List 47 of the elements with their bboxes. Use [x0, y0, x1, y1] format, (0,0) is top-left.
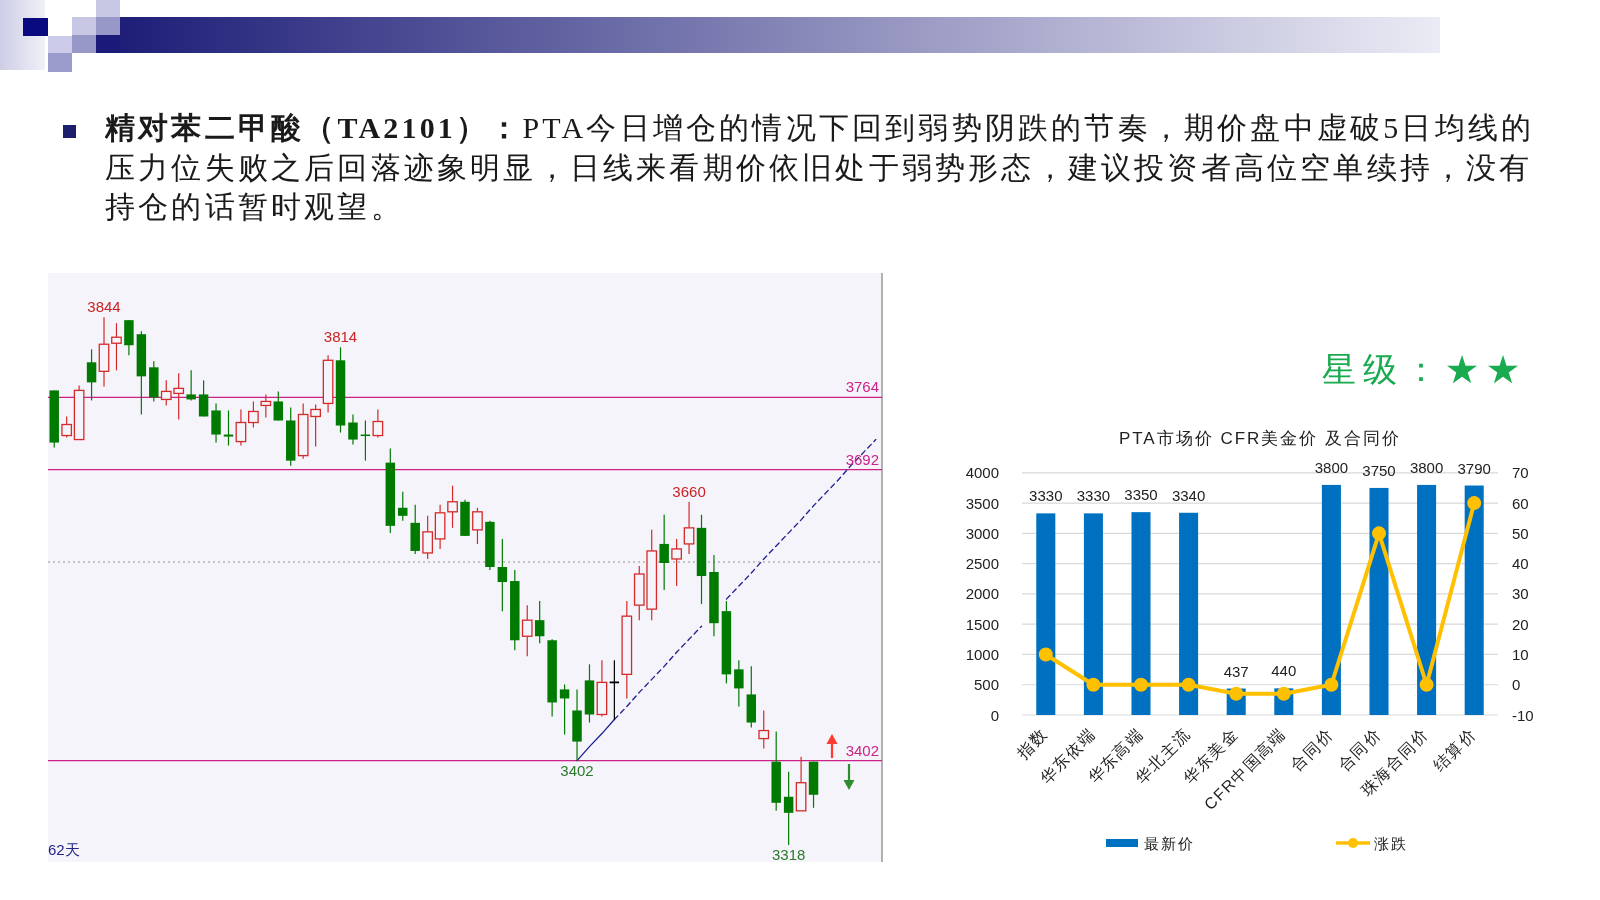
- y-tick-label: 3500: [965, 494, 999, 512]
- x-tick-label: 合同价: [1287, 725, 1337, 775]
- legend-item: 最新价: [1106, 835, 1195, 852]
- y-tick-label: 2500: [965, 555, 999, 573]
- data-label: 437: [1223, 662, 1249, 680]
- data-label: 3800: [1314, 458, 1349, 476]
- data-label: 440: [1271, 662, 1297, 680]
- legend-label: 最新价: [1144, 835, 1195, 852]
- y-tick-label: 0: [990, 706, 999, 724]
- point-label: 3660: [672, 482, 706, 500]
- y2-tick-label: -10: [1512, 706, 1534, 724]
- ref-label: 3764: [845, 378, 879, 396]
- y-tick-label: 500: [973, 676, 999, 694]
- ref-label: 3692: [845, 450, 879, 468]
- data-label: 3350: [1124, 486, 1158, 504]
- y2-tick-label: 20: [1512, 615, 1529, 633]
- legend-item: 涨跌: [1336, 835, 1408, 852]
- data-label: 3790: [1457, 459, 1491, 477]
- y2-tick-label: 10: [1512, 645, 1529, 663]
- data-label: 3330: [1076, 487, 1111, 505]
- data-label: 3330: [1029, 487, 1063, 505]
- ref-label: 3402: [845, 741, 879, 759]
- y2-tick-label: 70: [1512, 464, 1529, 482]
- point-label: 3814: [323, 328, 358, 346]
- x-tick-label: 指数: [1014, 725, 1051, 762]
- x-tick-label: 结算价: [1430, 725, 1480, 775]
- data-label: 3340: [1171, 486, 1206, 504]
- y-tick-label: 4000: [965, 464, 999, 482]
- title: PTA市场价 CFR美金价 及合同价: [1118, 429, 1402, 448]
- point-label: 3844: [87, 298, 121, 316]
- y2-tick-label: 0: [1512, 676, 1521, 694]
- legend-label: 涨跌: [1374, 835, 1408, 852]
- y-tick-label: 1000: [965, 645, 999, 663]
- heading: 精对苯二甲酸（TA2101）：PTA今日增仓的情况下回到弱势阴跌的节奏，期价盘中虚破5日均线的压力位失败之后回落迹象明显，日线来看期价依旧处于弱势形态，建议投资者高位空单续持，没有持仓的话暂时观望。: [105, 110, 1536, 225]
- point-label: 3318: [771, 845, 806, 863]
- y-tick-label: 2000: [965, 585, 999, 603]
- y-tick-label: 1500: [965, 615, 999, 633]
- data-label: 3800: [1409, 458, 1444, 476]
- y2-tick-label: 30: [1512, 585, 1529, 603]
- note: 星级：★★: [1322, 351, 1527, 388]
- y2-tick-label: 60: [1512, 494, 1529, 512]
- note: 62天: [48, 841, 80, 858]
- point-label: 3402: [560, 761, 594, 779]
- data-label: 3750: [1362, 461, 1396, 479]
- y2-tick-label: 50: [1512, 524, 1529, 542]
- y-tick-label: 3000: [965, 524, 999, 542]
- y2-tick-label: 40: [1512, 555, 1529, 573]
